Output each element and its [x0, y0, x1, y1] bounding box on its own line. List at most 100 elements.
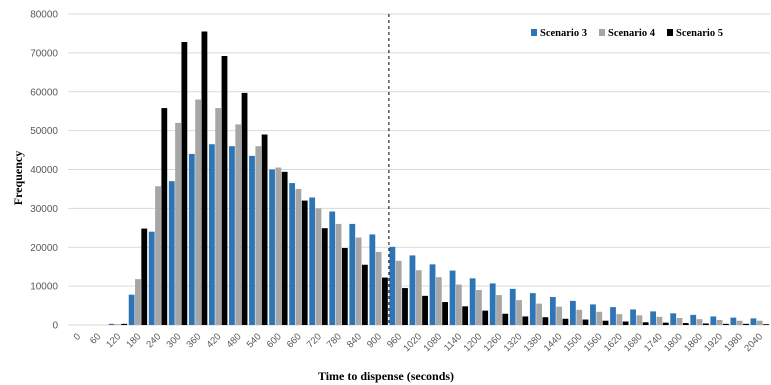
bar-scenario-4 — [235, 124, 242, 325]
bar-scenario-3 — [570, 300, 576, 325]
y-tick-label: 0 — [52, 321, 58, 332]
bar-scenario-3 — [590, 304, 596, 325]
x-tick-label: 660 — [285, 331, 304, 350]
x-tick-label: 1200 — [462, 331, 485, 354]
bar-scenario-3 — [750, 318, 757, 325]
y-tick-labels: 0 10000 20000 30000 40000 50000 60000 70000 8000… — [30, 10, 58, 332]
bar-scenario-5 — [402, 288, 408, 325]
bar-scenario-3 — [409, 255, 416, 325]
bar-scenario-5 — [682, 323, 689, 325]
bar-scenario-5 — [422, 295, 428, 325]
bar-scenario-3 — [389, 246, 396, 325]
bar-scenario-4 — [576, 309, 583, 325]
x-tick-label: 1500 — [562, 331, 585, 354]
y-tick-label: 10000 — [30, 282, 58, 293]
bar-scenario-3 — [289, 183, 296, 325]
x-tick-label: 720 — [305, 331, 324, 350]
x-tick-label: 1020 — [401, 331, 424, 354]
y-tick-label: 50000 — [30, 126, 58, 137]
x-tick-label: 0 — [72, 331, 84, 343]
bar-scenario-5 — [502, 313, 509, 325]
y-tick-label: 30000 — [30, 204, 58, 215]
y-tick-label: 80000 — [30, 10, 58, 21]
bar-scenario-4 — [756, 320, 763, 325]
bar-scenario-5 — [462, 306, 469, 325]
x-tick-labels: 0 60 120 180 240 300 360 420 480 540 600 660 720 780 8… — [72, 331, 765, 354]
bar-scenario-5 — [361, 264, 368, 325]
x-tick-label: 1860 — [682, 331, 705, 354]
bar-scenario-3 — [349, 223, 356, 325]
bar-scenario-4 — [636, 315, 643, 325]
bar-scenario-5 — [642, 322, 649, 325]
legend-label: Scenario 5 — [676, 28, 723, 39]
x-tick-label: 1620 — [602, 331, 625, 354]
x-tick-label: 1740 — [642, 331, 665, 354]
x-tick-label: 120 — [104, 331, 123, 350]
bar-scenario-3 — [730, 317, 737, 325]
bar-scenario-5 — [281, 171, 288, 325]
bar-scenario-5 — [582, 319, 589, 325]
bar-scenario-3 — [690, 314, 697, 325]
bar-scenario-3 — [429, 264, 436, 325]
x-tick-label: 900 — [365, 331, 384, 350]
bar-scenario-3 — [309, 197, 316, 325]
bar-scenario-3 — [449, 270, 456, 325]
x-tick-label: 1680 — [622, 331, 645, 354]
bar-scenario-5 — [542, 317, 549, 325]
bar-scenario-4 — [696, 319, 703, 325]
bar-scenario-4 — [295, 188, 302, 325]
bar-scenario-5 — [181, 41, 188, 326]
x-tick-label: 360 — [185, 331, 204, 350]
bar-scenario-4 — [395, 260, 402, 325]
bar-scenario-3 — [188, 153, 195, 325]
bar-scenario-4 — [355, 237, 362, 325]
bar-scenario-4 — [255, 146, 262, 325]
bar-scenario-5 — [141, 228, 148, 325]
x-tick-label: 840 — [345, 331, 364, 350]
x-tick-label: 1380 — [522, 331, 545, 354]
x-tick-label: 780 — [325, 331, 344, 350]
y-tick-label: 60000 — [30, 87, 58, 98]
bar-scenario-5 — [662, 322, 669, 325]
bar-scenario-4 — [676, 318, 683, 325]
y-tick-label: 20000 — [30, 243, 58, 254]
bar-scenario-4 — [596, 311, 603, 325]
bar-scenario-3 — [509, 288, 516, 325]
bar-scenario-4 — [275, 167, 282, 325]
x-axis-title: Time to dispense (seconds) — [318, 369, 454, 383]
legend: Scenario 3 Scenario 4 Scenario 5 — [531, 28, 723, 39]
x-tick-label: 240 — [144, 331, 163, 350]
bar-scenario-3 — [329, 211, 336, 325]
bar-scenario-4 — [335, 223, 342, 325]
bar-scenario-3 — [549, 297, 556, 325]
bar-scenario-4 — [656, 316, 663, 325]
bar-scenario-4 — [516, 300, 522, 325]
x-tick-label: 1080 — [421, 331, 444, 354]
bar-scenario-4 — [135, 279, 141, 325]
bar-scenario-3 — [168, 181, 175, 325]
bar-scenario-4 — [215, 108, 222, 325]
bar-scenario-5 — [763, 324, 769, 325]
x-tick-label: 1980 — [722, 331, 745, 354]
bar-scenario-3 — [148, 231, 155, 325]
bar-scenario-3 — [670, 313, 677, 325]
bar-scenario-5 — [723, 323, 729, 325]
bar-scenario-5 — [341, 248, 348, 325]
bar-scenario-5 — [241, 92, 248, 325]
bar-scenario-3 — [710, 316, 717, 325]
bar-scenario-4 — [496, 295, 502, 325]
bar-scenario-4 — [155, 186, 161, 325]
legend-label: Scenario 3 — [540, 28, 587, 39]
bar-scenario-3 — [249, 155, 255, 325]
bar-scenario-5 — [261, 134, 268, 325]
bar-scenario-5 — [301, 200, 308, 325]
bar-scenario-3 — [489, 283, 496, 325]
bar-scenario-3 — [269, 169, 275, 325]
bar-scenario-5 — [482, 310, 489, 325]
bar-scenario-4 — [455, 284, 462, 325]
x-tick-label: 60 — [88, 331, 103, 346]
bar-scenario-4 — [195, 99, 202, 326]
legend-swatch — [667, 29, 673, 36]
